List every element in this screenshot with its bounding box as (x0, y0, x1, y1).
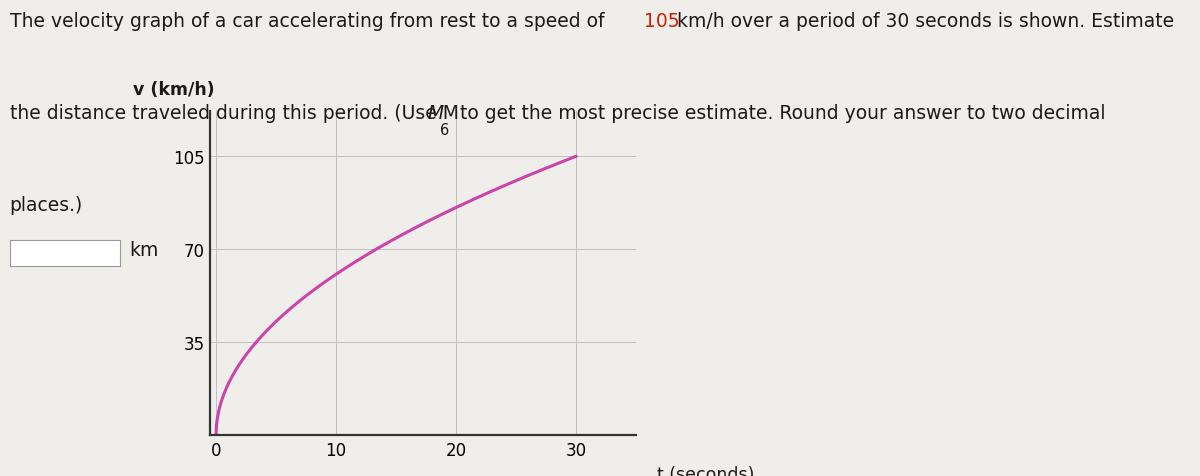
Text: M: M (427, 104, 443, 123)
Text: the distance traveled during this period. (Use M: the distance traveled during this period… (10, 104, 458, 123)
Text: 105: 105 (644, 12, 680, 31)
Text: to get the most precise estimate. Round your answer to two decimal: to get the most precise estimate. Round … (454, 104, 1105, 123)
Text: km/h over a period of 30 seconds is shown. Estimate: km/h over a period of 30 seconds is show… (671, 12, 1174, 31)
Text: 6: 6 (440, 123, 449, 138)
Text: places.): places.) (10, 195, 83, 214)
Text: km: km (130, 240, 158, 259)
Text: The velocity graph of a car accelerating from rest to a speed of: The velocity graph of a car accelerating… (10, 12, 610, 31)
Text: t (seconds): t (seconds) (658, 465, 755, 476)
Text: v (km/h): v (km/h) (133, 81, 215, 99)
